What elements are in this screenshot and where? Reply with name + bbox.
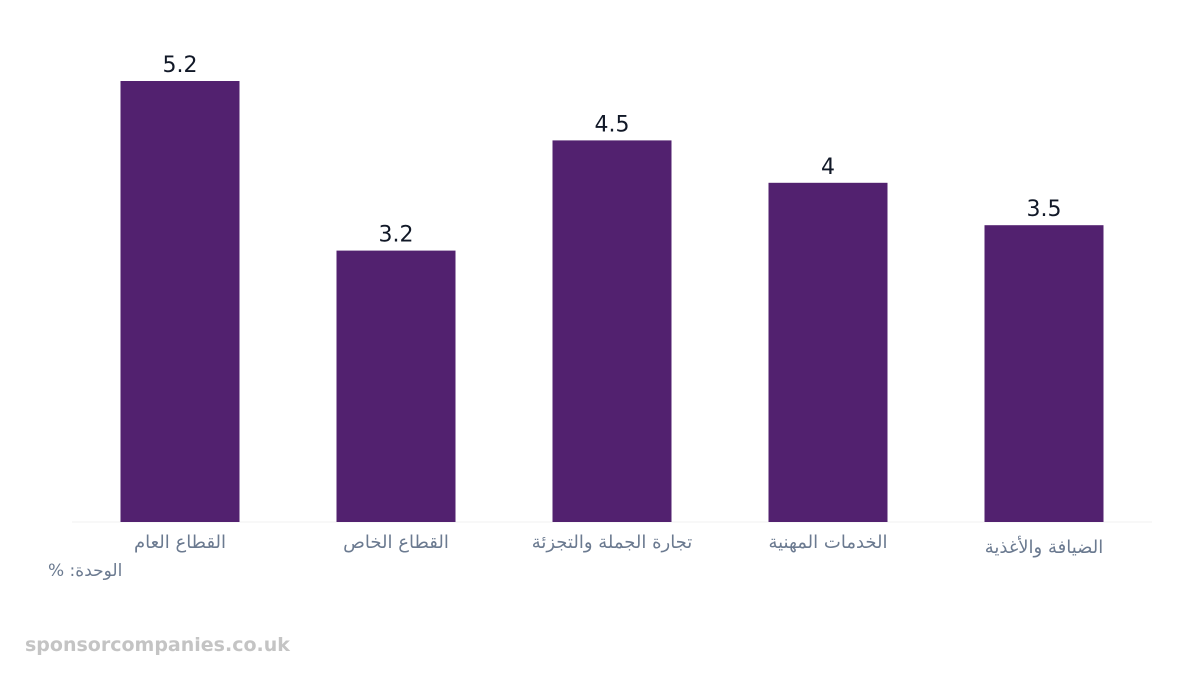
value-label-1: 5.2: [163, 53, 198, 78]
category-label-2: القطاع الخاص: [343, 532, 449, 553]
unit-label: الوحدة: %: [48, 561, 123, 581]
bars-group: [120, 81, 1104, 523]
category-label-4: الخدمات المهنية: [768, 532, 887, 553]
value-label-2: 3.2: [379, 223, 414, 248]
category-label-1: القطاع العام: [134, 532, 226, 553]
bar-1: [120, 81, 240, 522]
value-label-4: 4: [821, 155, 835, 180]
category-label-5: الضيافة والأغذية: [985, 536, 1103, 558]
watermark: sponsorcompanies.co.uk: [25, 634, 290, 656]
value-labels-group: 5.2 3.2 4.5 4 3.5: [163, 53, 1062, 248]
category-label-3: تجارة الجملة والتجزئة: [532, 532, 693, 553]
category-labels-group: القطاع العام القطاع الخاص تجارة الجملة وال…: [134, 532, 1103, 558]
bar-2: [336, 250, 456, 522]
value-label-5: 3.5: [1027, 197, 1062, 222]
bar-3: [552, 140, 672, 522]
bar-5: [984, 225, 1104, 522]
bar-4: [768, 182, 888, 523]
value-label-3: 4.5: [595, 112, 630, 137]
